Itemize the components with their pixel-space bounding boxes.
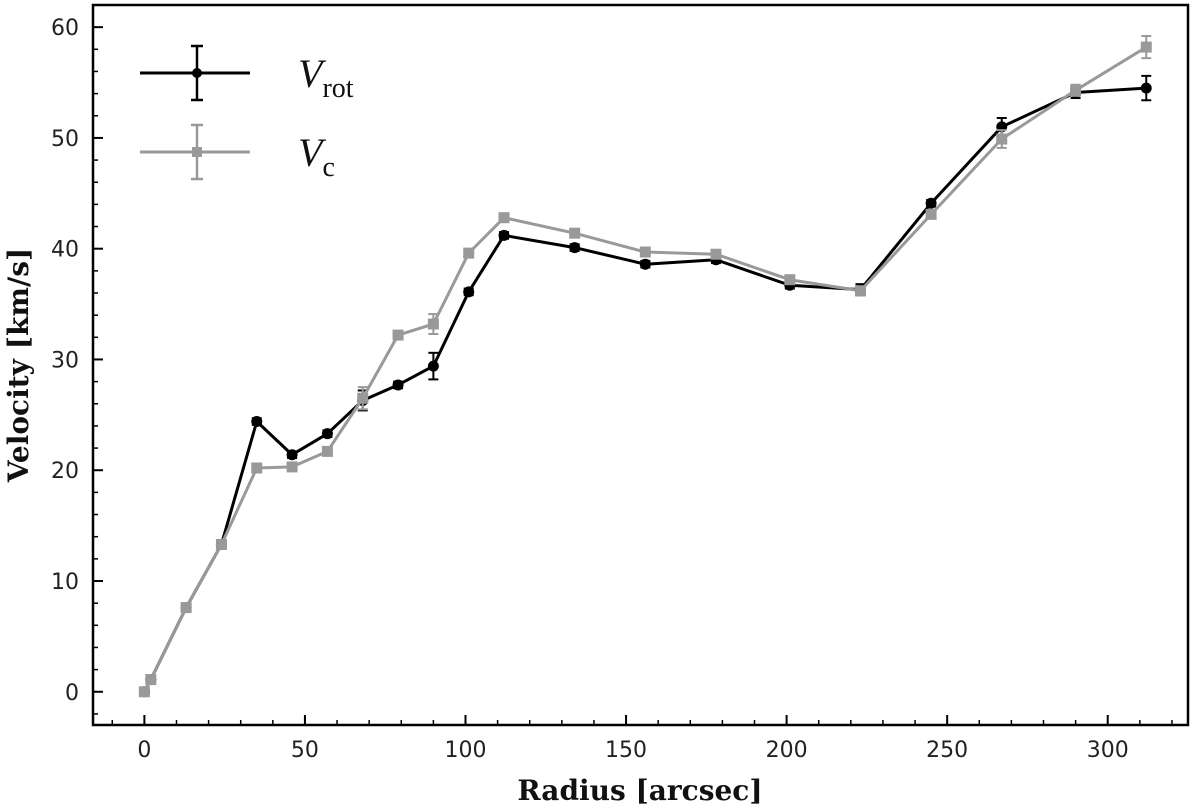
plot-frame — [91, 3, 1190, 727]
legend-symbol: V — [298, 51, 327, 96]
legend-label: Vrot — [298, 51, 354, 104]
point — [357, 392, 369, 404]
y-axis-label: Velocity [km/s] — [2, 248, 35, 483]
legend-subscript: c — [322, 152, 334, 183]
point — [925, 208, 937, 220]
legend-marker — [192, 68, 202, 78]
legend-label: Vc — [298, 130, 335, 183]
point — [251, 462, 263, 474]
point — [145, 674, 157, 686]
point — [569, 242, 581, 254]
point — [639, 258, 651, 270]
point — [215, 538, 227, 550]
y-tick-label: 20 — [51, 459, 79, 484]
y-tick-label: 40 — [51, 238, 79, 263]
point — [639, 246, 651, 258]
point — [427, 360, 439, 372]
point — [784, 274, 796, 286]
point — [569, 227, 581, 239]
y-tick-label: 50 — [51, 127, 79, 152]
legend-marker — [192, 147, 202, 157]
series-line — [143, 86, 1147, 693]
legend-entry: Vc — [140, 123, 335, 183]
y-tick-label: 60 — [51, 16, 79, 41]
x-tick-label: 150 — [605, 738, 647, 763]
x-axis-label: Radius [arcsec] — [517, 774, 762, 807]
x-tick-label: 100 — [444, 738, 486, 763]
y-tick-label: 30 — [51, 348, 79, 373]
point — [321, 445, 333, 457]
series — [138, 74, 1152, 698]
point — [498, 212, 510, 224]
x-tick-label: 50 — [291, 738, 319, 763]
point — [710, 248, 722, 260]
point — [286, 449, 298, 461]
series-line — [143, 45, 1148, 693]
legend-symbol: V — [298, 130, 327, 175]
point — [854, 285, 866, 297]
point — [392, 379, 404, 391]
x-tick-label: 200 — [766, 738, 808, 763]
point — [392, 329, 404, 341]
y-tick-label: 0 — [65, 681, 79, 706]
legend-subscript: rot — [322, 73, 353, 104]
point — [925, 197, 937, 209]
y-tick-label: 10 — [51, 570, 79, 595]
x-tick-label: 250 — [926, 738, 968, 763]
point — [427, 318, 439, 330]
point — [463, 247, 475, 259]
point — [251, 415, 263, 427]
point — [286, 461, 298, 473]
legend-entry: Vrot — [140, 44, 354, 104]
point — [1140, 82, 1152, 94]
series — [138, 35, 1152, 698]
point — [463, 286, 475, 298]
point — [138, 686, 150, 698]
point — [1070, 84, 1082, 96]
point — [321, 428, 333, 440]
x-tick-label: 0 — [137, 738, 151, 763]
x-tick-label: 300 — [1087, 738, 1129, 763]
point — [996, 133, 1008, 145]
point — [1140, 41, 1152, 53]
point — [180, 602, 192, 614]
point — [498, 229, 510, 241]
